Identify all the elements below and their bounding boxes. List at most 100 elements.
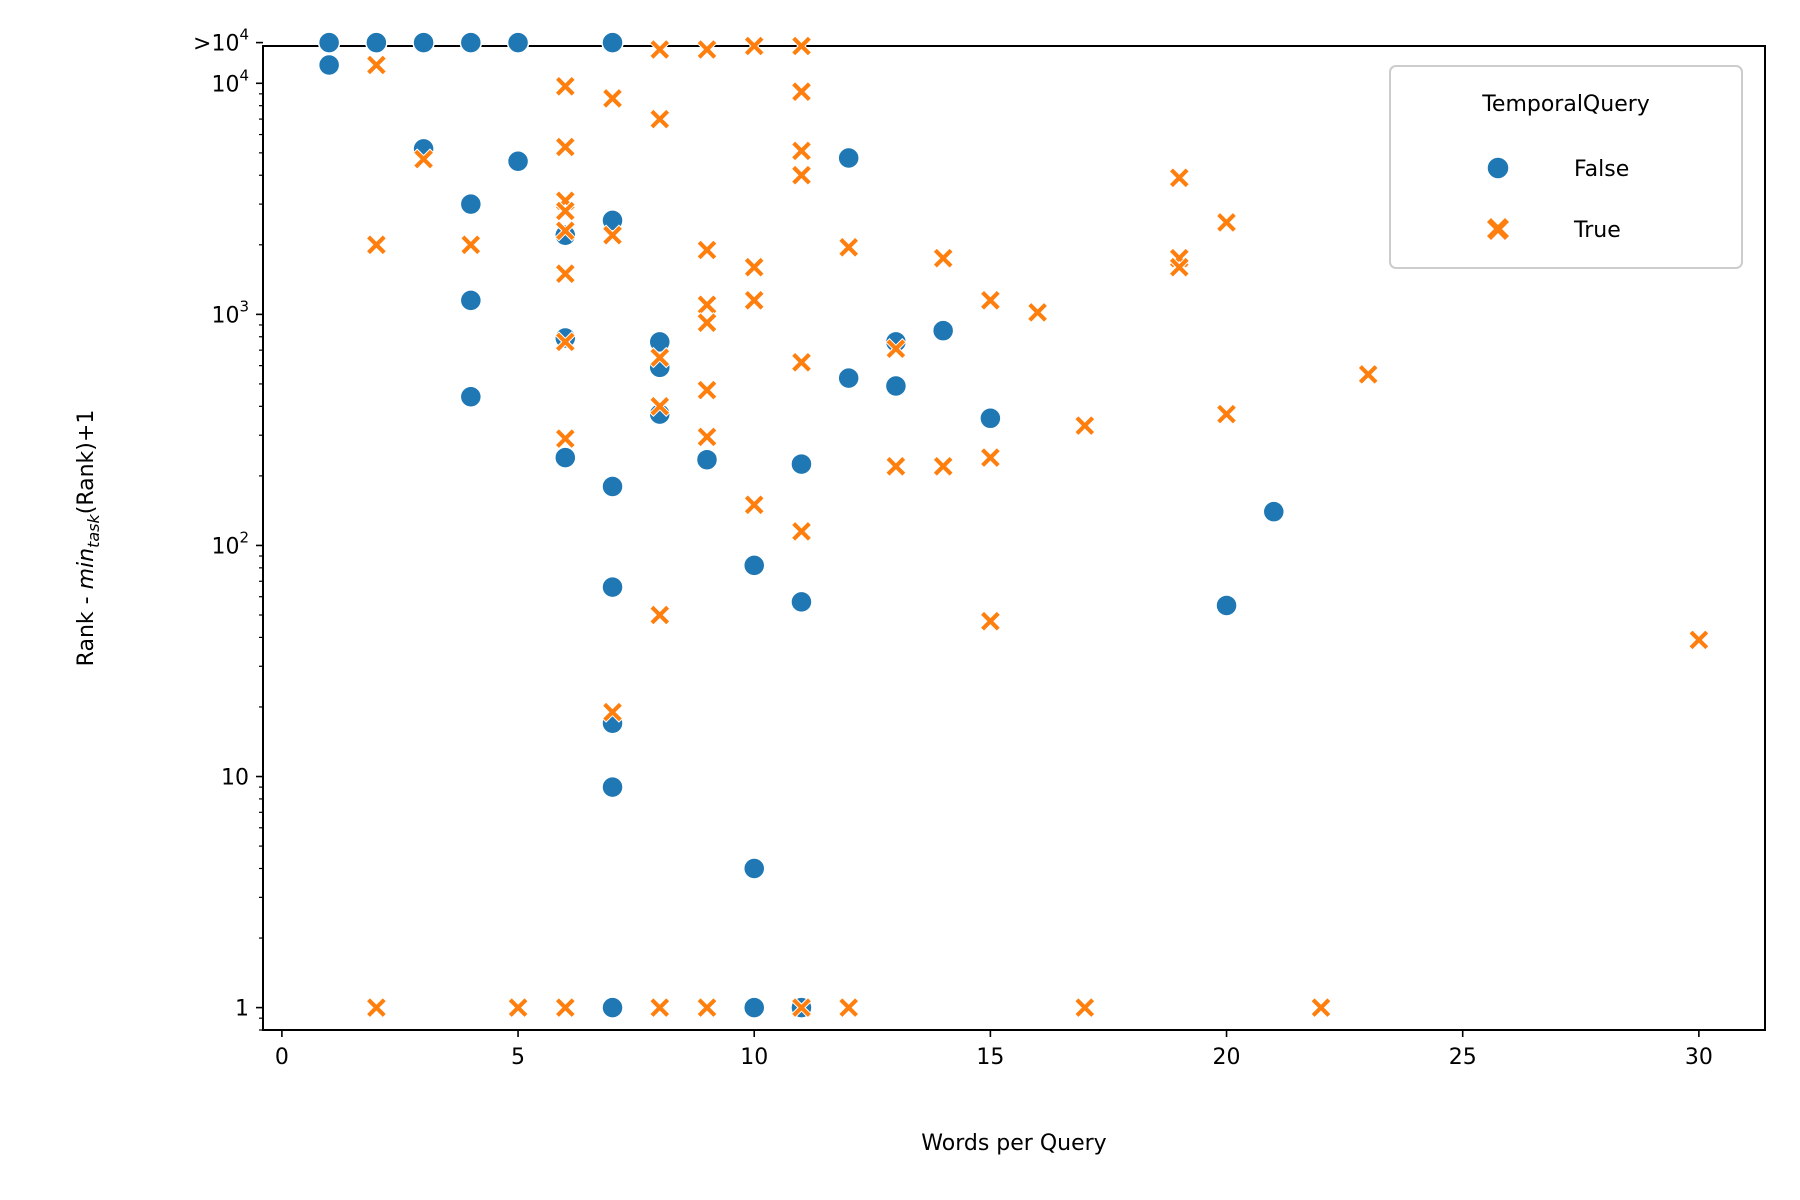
point-true [554,200,577,222]
point-false [837,146,860,170]
point-true [507,996,529,1019]
point-true [1310,996,1332,1019]
point-true [649,395,671,418]
point-false [601,996,624,1019]
point-false [742,554,766,577]
point-true [601,87,624,110]
point-true [554,75,577,98]
point-false [837,366,860,390]
x-axis-label: Words per Query [921,1131,1106,1156]
point-true [743,256,765,278]
point-true [554,136,577,158]
y-tick-label: 1 [235,997,249,1022]
point-false [459,192,483,216]
point-true [696,38,718,61]
point-true [932,247,954,269]
legend-box [1389,65,1743,269]
point-true [412,148,435,170]
point-true [837,236,860,259]
point-true [790,80,813,103]
point-true [743,35,765,57]
x-tick-label: 10 [740,1045,768,1070]
point-true [554,427,577,450]
point-true [790,164,813,186]
y-tick-label: 104 [211,66,249,97]
y-tick-label: 103 [211,297,249,328]
point-true [696,996,718,1019]
point-false [554,446,577,469]
point-false [506,149,530,173]
point-true [554,262,577,285]
point-true [696,426,718,448]
point-false [931,319,955,342]
legend-label-true: True [1573,218,1621,243]
x-axis-ticks: 0 5 10 15 20 25 30 [275,1030,1713,1070]
point-true [696,294,718,316]
point-false [1215,594,1238,617]
data-marks [317,31,1710,1019]
point-true [649,604,671,626]
point-true [649,346,671,369]
legend-marker-false [1486,156,1510,180]
x-tick-label: 5 [511,1045,525,1070]
point-false [601,575,624,599]
point-true [649,996,671,1019]
y-tick-label: 10 [221,766,249,791]
y-axis-label-prefix: Rank - [74,589,99,666]
point-true [1688,629,1710,651]
point-true [1215,403,1238,425]
point-false [554,223,577,247]
point-false [742,996,766,1019]
point-false [459,31,483,54]
point-true [790,351,813,374]
legend-label-false: False [1574,157,1629,182]
point-false [648,330,672,354]
point-false [459,385,483,409]
y-axis-label-suffix: (Rank)+1 [74,410,99,515]
point-true [649,38,671,61]
point-false [317,31,341,54]
y-tick-label: >104 [193,26,249,57]
point-false [365,31,388,54]
x-tick-label: 20 [1213,1045,1241,1070]
point-true [1074,414,1096,437]
point-true [649,108,671,130]
point-true [1357,363,1379,386]
point-false [884,374,908,398]
point-true [365,54,388,76]
point-true [460,234,482,256]
point-true [1168,256,1191,278]
point-false [601,475,624,498]
point-false [790,452,813,476]
x-tick-label: 15 [976,1045,1004,1070]
point-true [885,337,907,360]
point-true [601,701,624,723]
point-true [554,996,577,1019]
legend-title: TemporalQuery [1481,92,1650,117]
point-false [742,857,766,880]
point-true [885,455,907,478]
point-false [506,31,530,54]
x-tick-label: 30 [1685,1045,1713,1070]
point-true [790,140,813,162]
y-axis-label: Rank - mintask(Rank)+1 [74,410,103,667]
legend: TemporalQuery False True [1389,65,1743,269]
point-false [459,289,483,312]
point-true [601,224,624,246]
point-true [743,494,765,516]
point-false [1262,500,1286,523]
point-false [695,448,719,471]
point-true [790,35,813,57]
point-false [979,407,1002,430]
point-true [1074,996,1096,1019]
point-true [837,996,860,1019]
point-false [601,31,624,54]
point-true [696,379,718,401]
point-false [412,31,435,54]
point-true [696,239,718,261]
point-true [554,220,577,242]
point-true [979,446,1002,469]
point-true [979,289,1002,312]
y-axis-label-subscript: task [84,514,103,548]
